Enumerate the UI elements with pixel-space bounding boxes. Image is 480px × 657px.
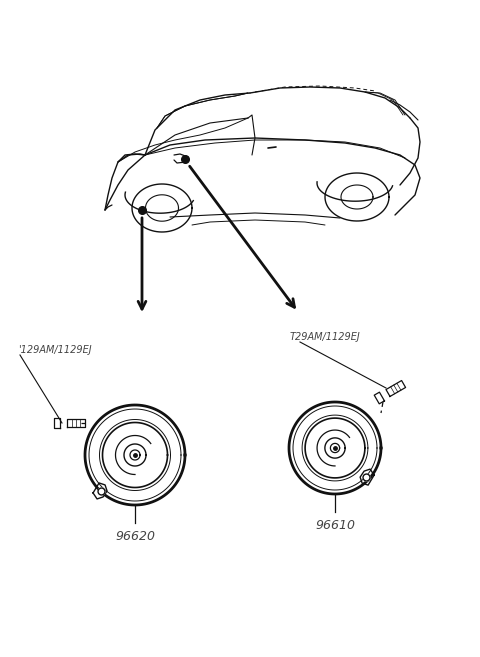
Text: 96610: 96610: [315, 519, 355, 532]
Text: T29AM/1129EJ: T29AM/1129EJ: [290, 332, 361, 342]
Text: '129AM/1129EJ: '129AM/1129EJ: [18, 345, 92, 355]
Text: 96620: 96620: [115, 530, 155, 543]
